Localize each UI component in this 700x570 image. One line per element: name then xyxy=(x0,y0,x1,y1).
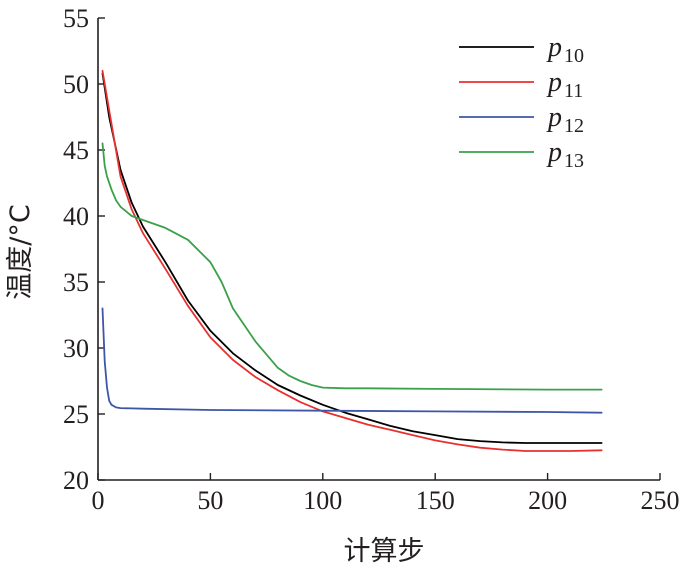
y-tick-label: 45 xyxy=(63,136,89,165)
x-tick-label: 100 xyxy=(303,486,342,515)
legend-label: p 10 xyxy=(546,32,584,67)
legend-label-symbol: p xyxy=(546,67,562,98)
legend-label-subscript: 13 xyxy=(564,150,584,172)
legend-label-subscript: 12 xyxy=(564,115,584,137)
legend: p 10p 11p 12p 13 xyxy=(459,32,584,172)
x-tick-label: 0 xyxy=(92,486,105,515)
legend-label-symbol: p xyxy=(546,102,562,133)
axes xyxy=(97,18,660,481)
legend-label-symbol: p xyxy=(546,137,562,168)
y-tick-label: 25 xyxy=(63,400,89,429)
legend-label: p 11 xyxy=(546,67,583,102)
x-tick-label: 150 xyxy=(416,486,455,515)
y-tick-label: 20 xyxy=(63,466,89,495)
series-layer xyxy=(101,69,603,452)
x-tick-label: 250 xyxy=(641,486,680,515)
legend-label: p 13 xyxy=(546,137,584,172)
legend-label-subscript: 10 xyxy=(564,45,584,67)
y-tick-label: 50 xyxy=(63,70,89,99)
y-tick-label: 55 xyxy=(63,4,89,33)
x-tick-label: 50 xyxy=(197,486,223,515)
y-tick-label: 30 xyxy=(63,334,89,363)
series-line-p10 xyxy=(101,72,603,444)
y-tick-label: 40 xyxy=(63,202,89,231)
y-tick-label: 35 xyxy=(63,268,89,297)
legend-label-subscript: 11 xyxy=(564,80,583,102)
series-line-p12 xyxy=(101,307,603,414)
y-axis-title: 温度/°C xyxy=(5,204,36,299)
legend-label-symbol: p xyxy=(546,32,562,63)
x-tick-label: 200 xyxy=(528,486,567,515)
x-axis-title: 计算步 xyxy=(344,536,425,567)
ticks: 0 50 100 150 200 250 20 25 30 35 40 45 50 55 xyxy=(63,4,680,515)
series-line-p13 xyxy=(101,142,603,391)
series-line-p11 xyxy=(101,69,603,452)
legend-label: p 12 xyxy=(546,102,584,137)
